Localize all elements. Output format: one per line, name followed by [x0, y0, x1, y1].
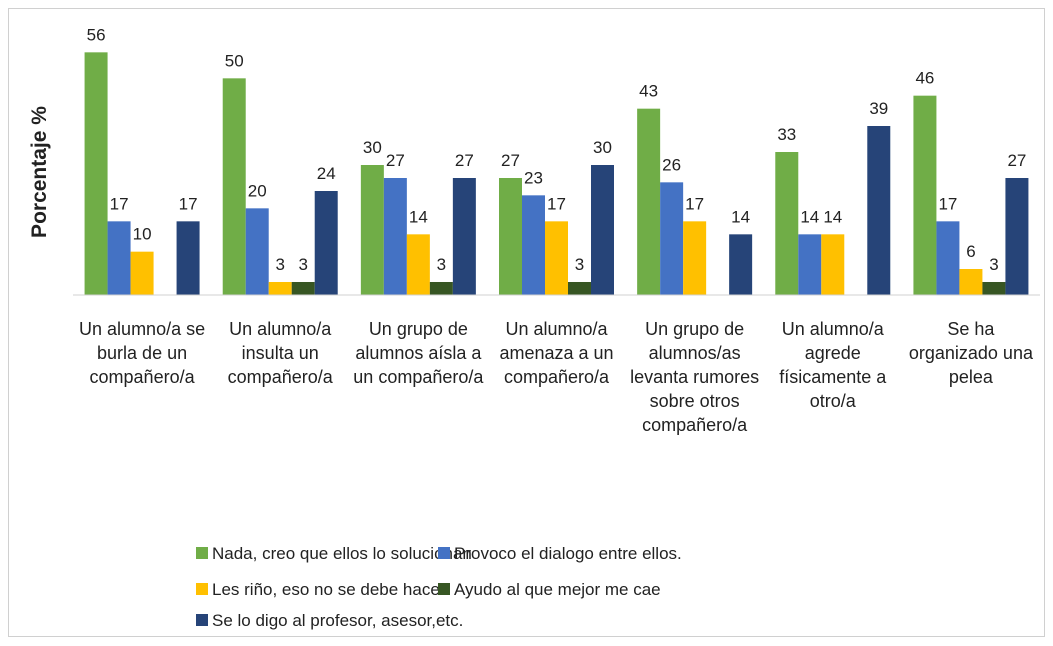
bar — [936, 221, 960, 295]
legend-label: Se lo digo al profesor, asesor,etc. — [212, 611, 463, 630]
value-label: 3 — [575, 255, 584, 274]
bar — [406, 234, 430, 295]
bar — [499, 178, 522, 295]
value-label: 17 — [179, 194, 198, 213]
bar — [245, 208, 269, 295]
value-label: 26 — [662, 155, 681, 174]
bar — [867, 126, 891, 295]
value-label: 17 — [547, 194, 566, 213]
x-tick-label: Se ha organizado una pelea — [909, 319, 1034, 387]
legend-swatch — [438, 583, 450, 595]
value-label: 27 — [1007, 151, 1026, 170]
legend-label: Nada, creo que ellos lo solucionan — [212, 544, 472, 563]
value-label: 30 — [593, 138, 612, 157]
chart-border — [8, 8, 1045, 637]
value-label: 27 — [386, 151, 405, 170]
bar — [268, 282, 292, 295]
y-axis-title: Porcentaje % — [28, 106, 51, 238]
value-label: 30 — [363, 138, 382, 157]
value-label: 6 — [966, 242, 975, 261]
x-tick-label: Un alumno/a insulta un compañero/a — [228, 319, 334, 387]
value-label: 3 — [437, 255, 446, 274]
value-label: 3 — [298, 255, 307, 274]
bar — [130, 251, 154, 295]
legend-swatch — [438, 547, 450, 559]
bar — [660, 182, 684, 295]
value-label: 17 — [685, 194, 704, 213]
bar — [314, 191, 338, 295]
bar — [821, 234, 845, 295]
bar — [383, 178, 407, 295]
value-label: 39 — [869, 99, 888, 118]
bar — [176, 221, 200, 295]
value-label: 27 — [501, 151, 520, 170]
x-tick-label: Un grupo de alumnos aísla a un compañero/a — [353, 319, 484, 387]
value-label: 14 — [409, 207, 428, 226]
x-tick-label: Un alumno/a amenaza a un compañero/a — [499, 319, 613, 387]
bar — [429, 282, 453, 295]
bar — [959, 269, 983, 295]
value-label: 14 — [823, 207, 842, 226]
value-label: 17 — [110, 194, 129, 213]
bar — [360, 165, 384, 295]
legend-label: Ayudo al que mejor me cae — [454, 580, 661, 599]
bar — [452, 178, 476, 295]
bar — [545, 221, 568, 295]
bar — [637, 108, 661, 296]
bar — [775, 152, 799, 295]
value-label: 14 — [800, 207, 819, 226]
legend-label: Les riño, eso no se debe hacer — [212, 580, 446, 599]
value-label: 24 — [317, 164, 336, 183]
value-label: 14 — [731, 207, 750, 226]
legend-swatch — [196, 547, 208, 559]
value-label: 20 — [248, 181, 267, 200]
value-label: 3 — [989, 255, 998, 274]
bar — [683, 221, 707, 295]
value-label: 43 — [639, 82, 658, 101]
bar — [568, 282, 591, 295]
value-label: 27 — [455, 151, 474, 170]
bar — [982, 282, 1006, 295]
bar — [798, 234, 822, 295]
value-label: 33 — [777, 125, 796, 144]
legend-label: Provoco el dialogo entre ellos. — [454, 544, 682, 563]
value-label: 17 — [938, 194, 957, 213]
value-label: 10 — [133, 225, 152, 244]
value-label: 3 — [275, 255, 284, 274]
value-label: 46 — [915, 69, 934, 88]
bar — [1005, 178, 1029, 295]
x-tick-label: Un alumno/a se burla de un compañero/a — [79, 319, 205, 387]
bar — [913, 95, 937, 296]
legend-swatch — [196, 614, 208, 626]
bar — [222, 78, 246, 295]
bar — [84, 52, 108, 296]
value-label: 50 — [225, 51, 244, 70]
value-label: 56 — [87, 25, 106, 44]
legend-swatch — [196, 583, 208, 595]
bar — [107, 221, 131, 295]
bar — [522, 195, 545, 295]
x-tick-label: Un alumno/a agrede físicamente a otro/a — [779, 319, 887, 411]
bar — [729, 234, 753, 295]
bar — [291, 282, 315, 295]
x-tick-label: Un grupo de alumnos/as levanta rumores sobr… — [630, 319, 759, 435]
value-label: 23 — [524, 168, 543, 187]
bar — [591, 165, 614, 295]
